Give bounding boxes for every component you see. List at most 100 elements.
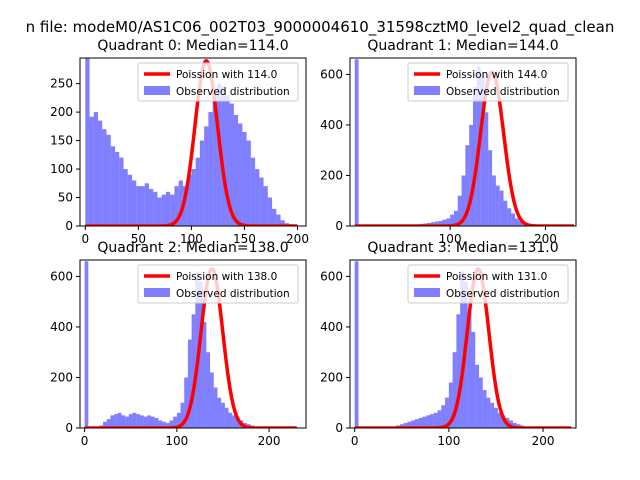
- histogram-bar: [213, 387, 218, 428]
- histogram-bar: [140, 186, 145, 226]
- legend-bar-label: Observed distribution: [446, 288, 560, 300]
- panel-quadrant-3: 0 100 200 0 200 400 600 Quadrant 3: Median=131.…: [320, 240, 577, 448]
- legend-box: [137, 62, 299, 102]
- y-tick-label: 200: [320, 168, 343, 182]
- histogram-bar: [191, 169, 196, 226]
- histogram-bar: [103, 421, 107, 428]
- axes-frame: [79, 259, 307, 429]
- histogram-bar: [403, 422, 408, 428]
- panel-title: Quadrant 2: Median=138.0: [97, 240, 288, 256]
- histogram-bar: [446, 218, 451, 226]
- histogram-bar: [263, 186, 268, 226]
- histogram-bar: [457, 195, 462, 226]
- histogram-bar: [399, 424, 404, 428]
- histogram-bar: [497, 412, 502, 428]
- histogram-bar: [117, 412, 122, 428]
- x-tick-label: 200: [532, 434, 555, 448]
- histogram-bar: [110, 146, 116, 226]
- histogram-bar: [119, 157, 124, 226]
- legend-bar-swatch: [414, 288, 440, 297]
- histogram-bar: [202, 321, 207, 428]
- legend-line-label: Poission with 131.0: [446, 271, 547, 283]
- histogram-bar: [84, 261, 89, 428]
- y-tick-label: 250: [50, 77, 73, 91]
- x-tick-label: 100: [165, 434, 188, 448]
- histogram-bar: [480, 74, 485, 226]
- axes-frame: [79, 57, 307, 227]
- legend-box: [137, 264, 299, 304]
- histogram-bar: [482, 390, 487, 428]
- histogram-bar: [490, 402, 495, 428]
- histogram-bar: [89, 116, 94, 226]
- y-tick-label: 600: [320, 269, 343, 283]
- x-tick-label: 200: [258, 434, 281, 448]
- x-tick-label: 150: [233, 232, 256, 246]
- y-tick-label: 600: [50, 269, 73, 283]
- histogram-bar: [418, 417, 423, 428]
- histogram-bar: [131, 180, 137, 226]
- histogram-bar: [216, 83, 222, 226]
- legend: Poission with 144.0 Observed distribution: [407, 62, 569, 102]
- histogram-bar: [453, 210, 458, 226]
- histogram-bar: [460, 271, 464, 428]
- panel-title: Quadrant 0: Median=114.0: [97, 38, 288, 54]
- histogram-bar: [153, 191, 158, 226]
- histogram-bar: [154, 417, 159, 428]
- histogram-bar: [512, 422, 517, 428]
- histogram-bar: [125, 416, 129, 428]
- histogram-bar: [486, 397, 491, 428]
- histogram-bar: [233, 114, 239, 226]
- histogram-bar: [450, 214, 454, 226]
- histogram-bar: [165, 422, 170, 428]
- legend-box: [407, 62, 569, 102]
- figure-title: n file: modeM0/AS1C06_002T03_9000004610_…: [26, 18, 615, 37]
- histogram-bar: [422, 416, 427, 428]
- histogram-bar: [158, 420, 163, 428]
- y-tick-label: 200: [50, 370, 73, 384]
- legend: Poission with 131.0 Observed distribution: [407, 264, 569, 304]
- histogram-bar: [151, 416, 155, 428]
- histogram-bar: [499, 190, 504, 226]
- histogram-bar: [235, 417, 240, 428]
- histogram-bar: [507, 208, 512, 226]
- histogram-bar: [494, 407, 498, 428]
- histogram-bar: [437, 410, 442, 428]
- legend-line-label: Poission with 138.0: [176, 271, 277, 283]
- histogram-bar: [128, 414, 133, 428]
- histogram-bar: [434, 221, 439, 226]
- histogram-bar: [407, 421, 412, 428]
- histogram-bar: [169, 420, 174, 428]
- x-tick-label: 100: [180, 232, 203, 246]
- histogram-bar: [127, 174, 132, 226]
- histogram-bar: [426, 415, 431, 428]
- histogram-bar: [114, 414, 118, 428]
- panel-title: Quadrant 1: Median=144.0: [367, 38, 558, 54]
- legend-bar-swatch: [144, 288, 170, 297]
- histogram-bar: [469, 124, 474, 226]
- histogram-bar: [242, 132, 247, 226]
- histogram-bar: [115, 151, 120, 226]
- histogram-bar: [110, 415, 115, 428]
- histogram-bar: [199, 140, 205, 226]
- histogram-bar: [465, 145, 470, 226]
- histogram-bar: [191, 314, 196, 428]
- y-tick-label: 100: [50, 162, 73, 176]
- histogram-bar: [98, 120, 103, 226]
- histogram-bar: [173, 416, 177, 428]
- histogram-bar: [267, 197, 273, 226]
- histogram-bar: [354, 261, 359, 428]
- histogram-bar: [475, 364, 480, 428]
- histogram-bar: [157, 197, 162, 226]
- y-tick-label: 0: [335, 421, 343, 435]
- histogram-bar: [212, 92, 217, 226]
- legend-bar-swatch: [144, 86, 170, 95]
- histogram-bar: [180, 402, 185, 428]
- histogram-bar: [518, 220, 523, 226]
- y-tick-label: 0: [65, 421, 73, 435]
- histogram-bar: [225, 95, 230, 226]
- histogram-bar: [170, 194, 175, 226]
- legend: Poission with 138.0 Observed distribution: [137, 264, 299, 304]
- histogram-bar: [121, 415, 126, 428]
- x-tick-label: 100: [439, 232, 462, 246]
- y-tick-label: 400: [320, 320, 343, 334]
